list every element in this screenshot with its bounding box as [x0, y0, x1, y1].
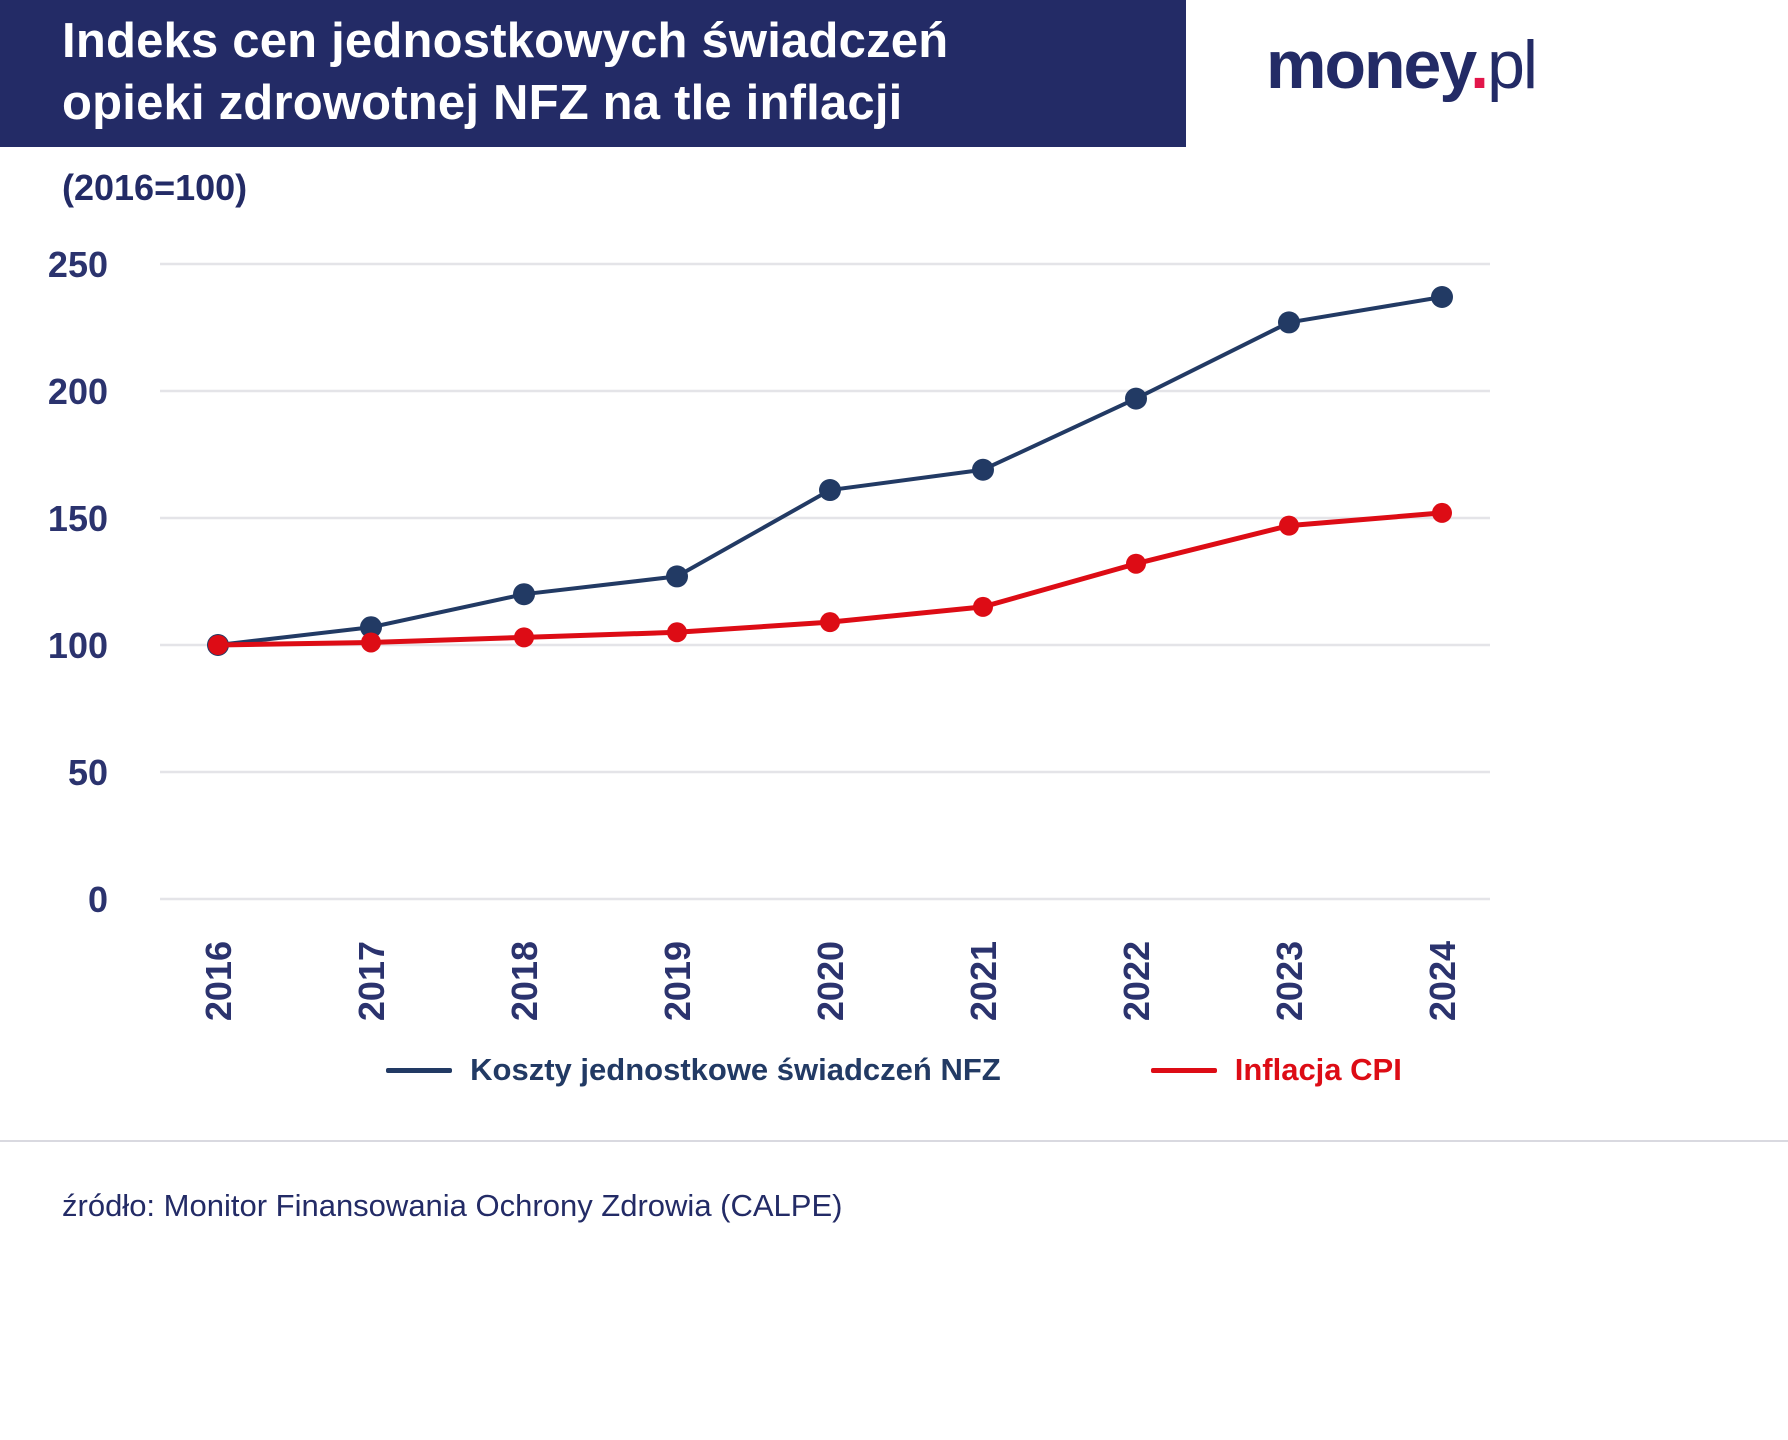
y-tick-label: 250 — [48, 244, 108, 285]
series-point-0 — [819, 479, 841, 502]
series-point-1 — [1432, 502, 1452, 523]
series-point-1 — [820, 612, 840, 633]
footer: źródło: Monitor Finansowania Ochrony Zdr… — [0, 1140, 1788, 1224]
chart-svg: 0 50 100 150 200 250 2016 2017 2018 2019 2020 2021 2… — [48, 244, 1490, 1021]
legend-item-nfz: Koszty jednostkowe świadczeń NFZ — [386, 1052, 1001, 1088]
y-tick-label: 150 — [48, 498, 108, 539]
series-point-0 — [360, 616, 382, 639]
header: Indeks cen jednostkowych świadczeń opiek… — [0, 0, 1788, 147]
x-tick-label: 2017 — [351, 941, 392, 1021]
x-tick-label: 2020 — [810, 941, 851, 1021]
page-title-line1: Indeks cen jednostkowych świadczeń — [62, 14, 949, 68]
legend-label-cpi: Inflacja CPI — [1234, 1052, 1402, 1087]
series-point-1 — [667, 622, 687, 643]
legend-label-nfz: Koszty jednostkowe świadczeń NFZ — [470, 1052, 1001, 1087]
y-tick-label: 100 — [48, 625, 108, 666]
x-tick-label: 2024 — [1422, 941, 1463, 1021]
x-tick-label: 2019 — [657, 941, 698, 1021]
series-point-1 — [973, 596, 993, 617]
series-point-0 — [972, 458, 994, 481]
x-tick-label: 2022 — [1116, 941, 1157, 1021]
x-tick-label: 2021 — [963, 941, 1004, 1021]
header-banner: Indeks cen jednostkowych świadczeń opiek… — [0, 0, 1186, 147]
x-tick-label: 2018 — [504, 941, 545, 1021]
series-point-1 — [514, 627, 534, 648]
series-point-0 — [1431, 286, 1453, 309]
series-point-0 — [1125, 387, 1147, 410]
nfz-line-swatch — [386, 1067, 453, 1073]
logo-money: money — [1266, 27, 1472, 103]
y-tick-label: 50 — [68, 752, 108, 793]
chart-area: 0 50 100 150 200 250 2016 2017 2018 2019 2020 2021 2… — [0, 219, 1788, 1034]
series-point-1 — [1279, 515, 1299, 536]
page-title: Indeks cen jednostkowych świadczeń opiek… — [62, 10, 1186, 134]
legend-item-cpi: Inflacja CPI — [1150, 1052, 1402, 1088]
series-point-1 — [361, 632, 381, 653]
y-tick-label: 0 — [88, 879, 108, 920]
page-title-line2: opieki zdrowotnej NFZ na tle inflacji — [62, 76, 903, 131]
series-point-0 — [666, 565, 688, 588]
x-tick-label: 2023 — [1269, 941, 1310, 1021]
y-tick-label: 200 — [48, 371, 108, 412]
source-text: źródło: Monitor Finansowania Ochrony Zdr… — [62, 1188, 843, 1223]
series-line-0 — [216, 295, 1444, 647]
series-point-1 — [1126, 553, 1146, 574]
chart-subtitle: (2016=100) — [62, 167, 248, 208]
series-point-0 — [1278, 311, 1300, 334]
logo-pl: pl — [1487, 27, 1538, 103]
series-point-0 — [513, 583, 535, 606]
moneypl-logo: money.pl — [1266, 26, 1538, 104]
x-tick-label: 2016 — [198, 941, 239, 1021]
legend: Koszty jednostkowe świadczeń NFZ Inflacj… — [0, 1052, 1788, 1088]
logo-dot: . — [1470, 27, 1489, 103]
series-point-1 — [208, 635, 228, 655]
cpi-line-swatch — [1150, 1067, 1217, 1073]
